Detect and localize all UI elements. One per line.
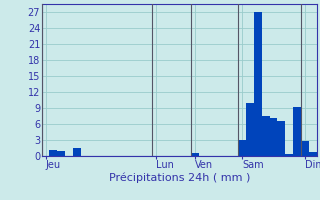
Bar xyxy=(191,153,199,156)
Bar xyxy=(246,103,254,156)
Bar xyxy=(254,12,262,156)
Bar xyxy=(293,107,301,156)
Bar xyxy=(57,151,65,156)
X-axis label: Précipitations 24h ( mm ): Précipitations 24h ( mm ) xyxy=(108,173,250,183)
Bar xyxy=(50,150,57,156)
Bar xyxy=(309,152,317,156)
Bar xyxy=(301,141,309,156)
Bar xyxy=(285,154,293,156)
Bar xyxy=(270,118,277,156)
Bar xyxy=(262,116,270,156)
Bar xyxy=(238,140,246,156)
Bar xyxy=(277,121,285,156)
Bar xyxy=(73,148,81,156)
